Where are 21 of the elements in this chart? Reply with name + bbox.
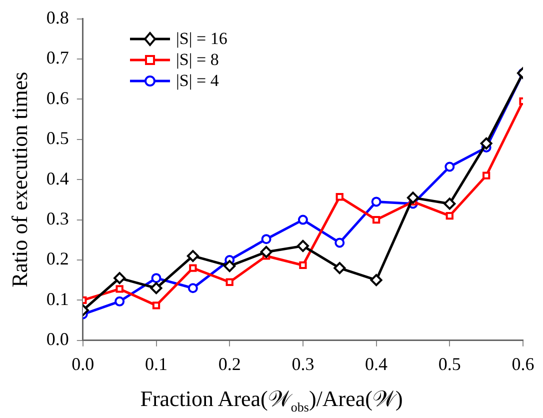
x-tick-label: 0.6	[512, 354, 534, 374]
x-axis-title: Fraction Area(𝒲$_{obs}$)/Area(𝒲)	[139, 386, 404, 416]
x-tick-label: 0.5	[438, 354, 461, 374]
x-tick-label: 0.1	[145, 354, 168, 374]
x-tick-label: 0.2	[218, 354, 241, 374]
x-tick-label: 0.3	[292, 354, 314, 374]
legend-label: |S| = 4	[176, 70, 219, 91]
y-tick-label: 0.4	[46, 168, 69, 188]
y-tick-label: 0.1	[46, 288, 69, 309]
y-tick-label: 0.2	[46, 248, 69, 269]
y-tick-label: 0.7	[46, 48, 69, 68]
x-tick-label: 0.4	[365, 354, 388, 374]
y-tick-label: 0.0	[46, 329, 69, 350]
y-tick-label: 0.5	[46, 128, 69, 148]
y-tick-label: 0.6	[46, 88, 69, 108]
y-axis-title: Ratio of execution times	[6, 72, 32, 288]
legend-label: |S| = 16	[176, 28, 228, 49]
y-tick-label: 0.3	[46, 208, 69, 229]
legend-label: |S| = 8	[176, 49, 219, 70]
x-tick-label: 0.0	[72, 354, 94, 374]
y-tick-label: 0.8	[46, 8, 69, 28]
